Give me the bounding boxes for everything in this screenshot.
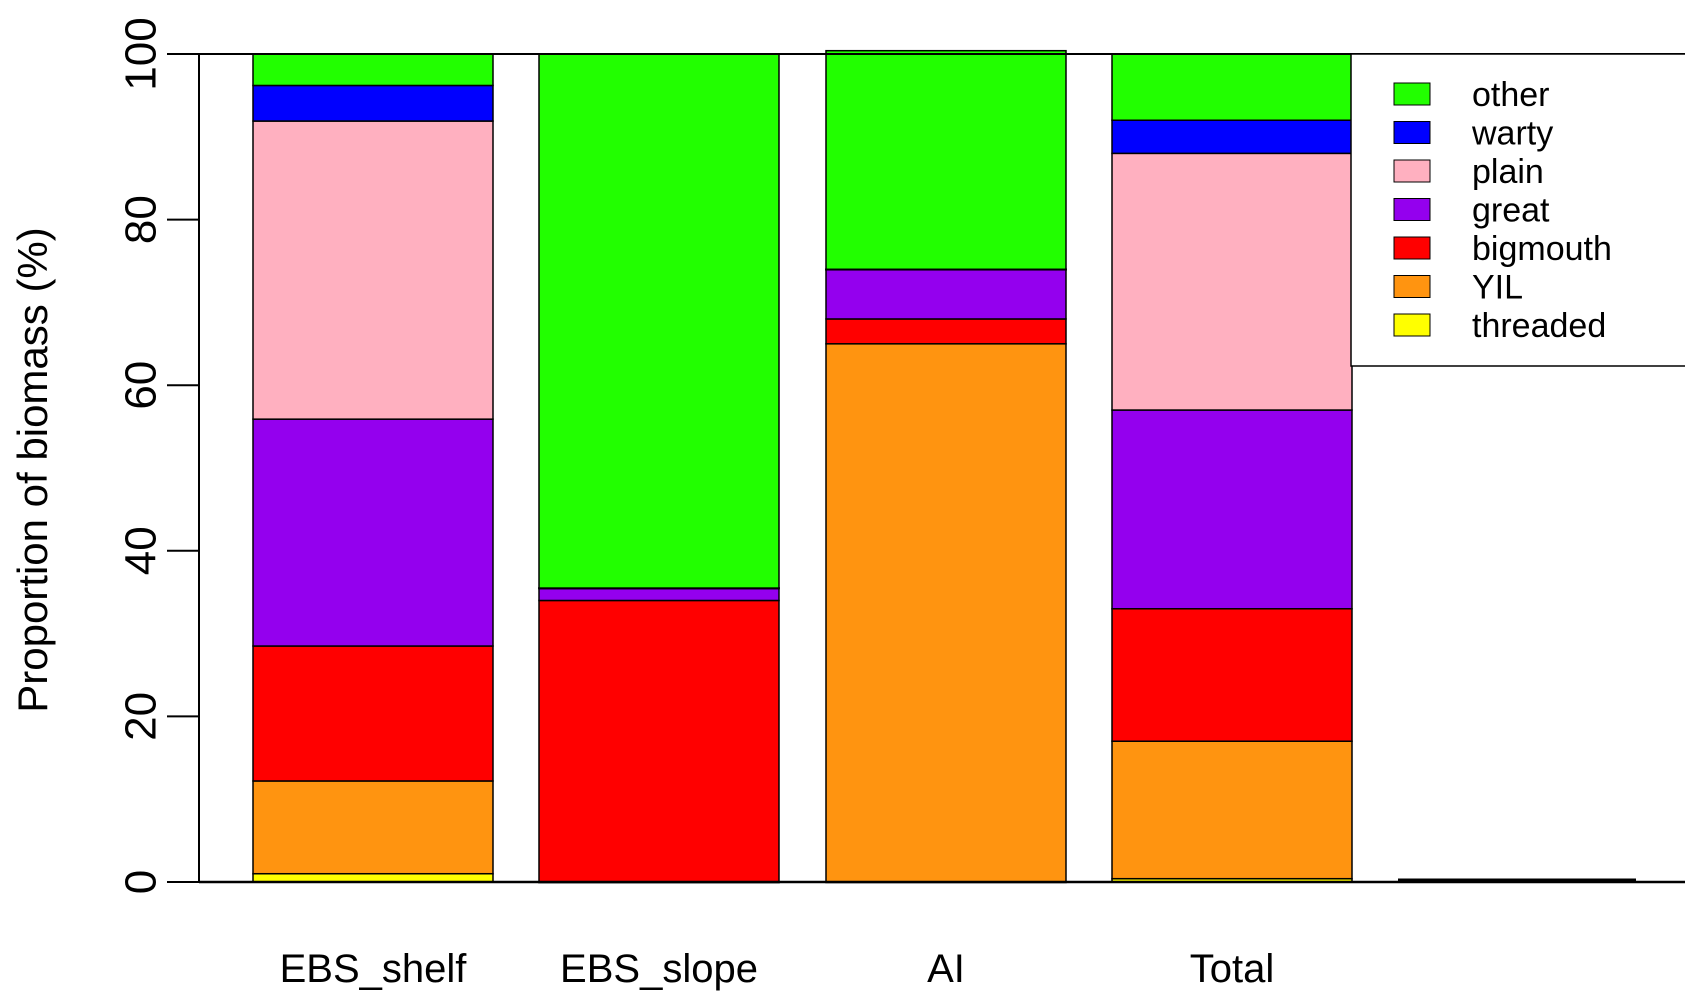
legend-swatch [1393,198,1431,221]
legend-swatch [1393,313,1431,337]
bar-segment-other [252,53,494,87]
legend-label: other [1472,76,1550,114]
bar-segment-yil [252,780,494,875]
bar-segment-warty [252,84,494,122]
bar-segment-bigmouth [825,318,1067,345]
bar-segment-other [1111,53,1353,121]
y-tick-label: 40 [116,526,165,575]
bar-segment-great [252,418,494,647]
bar-segment-plain [1111,152,1353,411]
bar-segment-bigmouth [252,645,494,782]
category-label: AI [927,947,965,991]
bar-segment-yil [825,343,1067,883]
legend-label: plain [1472,153,1544,191]
y-tick-label: 0 [116,870,165,894]
bar-segment-other [538,53,780,589]
y-axis: 0 20 40 60 80 100 [116,17,200,894]
bar-segment-great [1111,409,1353,610]
y-tick-label: 60 [116,361,165,410]
bar-segment-yil [1111,740,1353,880]
y-axis-title: Proportion of biomass (%) [9,227,56,713]
y-tick-label: 100 [116,17,165,90]
legend-label: bigmouth [1472,230,1612,268]
bar-segment-great [538,587,780,602]
legend-swatch [1393,159,1431,183]
legend-label: threaded [1472,307,1606,345]
category-labels: EBS_shelf EBS_slope AI Total [280,947,1275,991]
bar-segment-bigmouth [538,599,780,883]
legend-swatch [1393,275,1431,298]
legend-label: great [1472,192,1550,230]
bar-segment-bigmouth [1111,608,1353,742]
category-label: EBS_shelf [280,947,468,991]
y-tick-label: 80 [116,195,165,244]
legend-swatch [1393,121,1431,144]
legend-swatch [1393,82,1431,106]
category-label: Total [1190,947,1275,991]
bar-segment-plain [252,120,494,420]
y-tick-label: 20 [116,692,165,741]
bars [252,49,1353,884]
bar-segment-great [825,268,1067,320]
legend-label: YIL [1472,269,1523,307]
legend-swatch [1393,236,1431,260]
bar-segment-other [825,49,1067,271]
legend-label: warty [1471,115,1553,153]
bar-segment-warty [1111,119,1353,155]
category-label: EBS_slope [560,947,758,991]
